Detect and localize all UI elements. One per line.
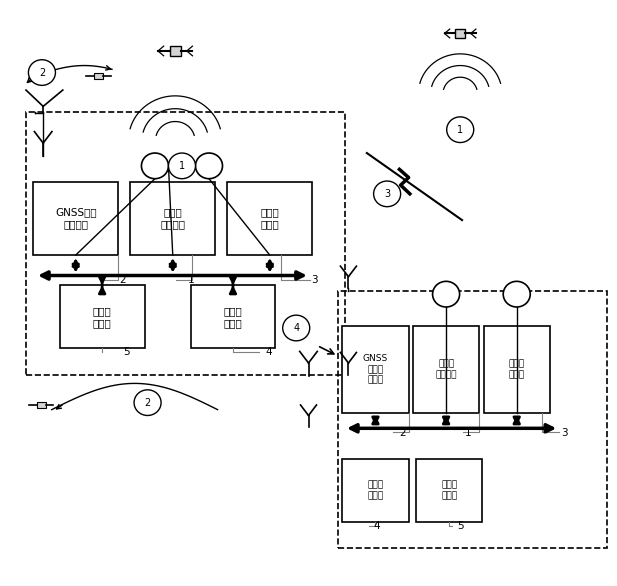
- Text: 微波链
路系统: 微波链 路系统: [367, 481, 384, 500]
- Text: 2: 2: [39, 67, 45, 77]
- Text: 3: 3: [561, 428, 568, 438]
- Bar: [455, 29, 465, 38]
- Circle shape: [141, 153, 168, 179]
- FancyBboxPatch shape: [228, 182, 312, 255]
- Text: GNSS
居星导
航系统: GNSS 居星导 航系统: [363, 354, 388, 384]
- Text: 1: 1: [179, 161, 185, 171]
- FancyBboxPatch shape: [484, 326, 550, 413]
- FancyBboxPatch shape: [413, 326, 479, 413]
- FancyBboxPatch shape: [342, 326, 408, 413]
- Circle shape: [433, 281, 460, 307]
- Text: 2: 2: [144, 398, 151, 408]
- Circle shape: [447, 117, 474, 142]
- Text: 4: 4: [293, 323, 299, 333]
- Text: 1: 1: [457, 125, 463, 135]
- Circle shape: [374, 181, 400, 207]
- Text: 4: 4: [374, 522, 380, 532]
- FancyBboxPatch shape: [60, 285, 144, 349]
- Text: 脉冲星
导航系统: 脉冲星 导航系统: [436, 360, 457, 379]
- Text: 2: 2: [119, 275, 126, 285]
- Text: 5: 5: [123, 347, 130, 357]
- Text: 星务管
理系统: 星务管 理系统: [93, 306, 112, 328]
- Bar: [37, 402, 46, 408]
- Text: 微波链
路系统: 微波链 路系统: [223, 306, 242, 328]
- Text: 星务管
理系统: 星务管 理系统: [441, 481, 457, 500]
- Text: 3: 3: [384, 189, 390, 199]
- Circle shape: [168, 153, 196, 179]
- Text: 2: 2: [399, 428, 406, 438]
- Text: 1: 1: [465, 428, 471, 438]
- Circle shape: [28, 60, 56, 86]
- FancyBboxPatch shape: [191, 285, 275, 349]
- Circle shape: [196, 153, 223, 179]
- Circle shape: [134, 390, 161, 415]
- FancyBboxPatch shape: [342, 459, 408, 522]
- Text: 1: 1: [188, 275, 195, 285]
- Circle shape: [503, 281, 530, 307]
- Text: 激光链
路系统: 激光链 路系统: [260, 207, 279, 230]
- Text: 4: 4: [265, 347, 272, 357]
- Circle shape: [283, 315, 310, 341]
- FancyBboxPatch shape: [416, 459, 482, 522]
- Bar: [94, 73, 103, 79]
- FancyBboxPatch shape: [130, 182, 215, 255]
- Text: GNSS居星
导航系统: GNSS居星 导航系统: [55, 207, 96, 230]
- Text: 5: 5: [457, 522, 464, 532]
- FancyBboxPatch shape: [33, 182, 118, 255]
- Text: 脉冲星
导航系统: 脉冲星 导航系统: [160, 207, 185, 230]
- Text: 激光链
路系统: 激光链 路系统: [508, 360, 525, 379]
- Text: 3: 3: [312, 275, 318, 285]
- Bar: [170, 46, 181, 56]
